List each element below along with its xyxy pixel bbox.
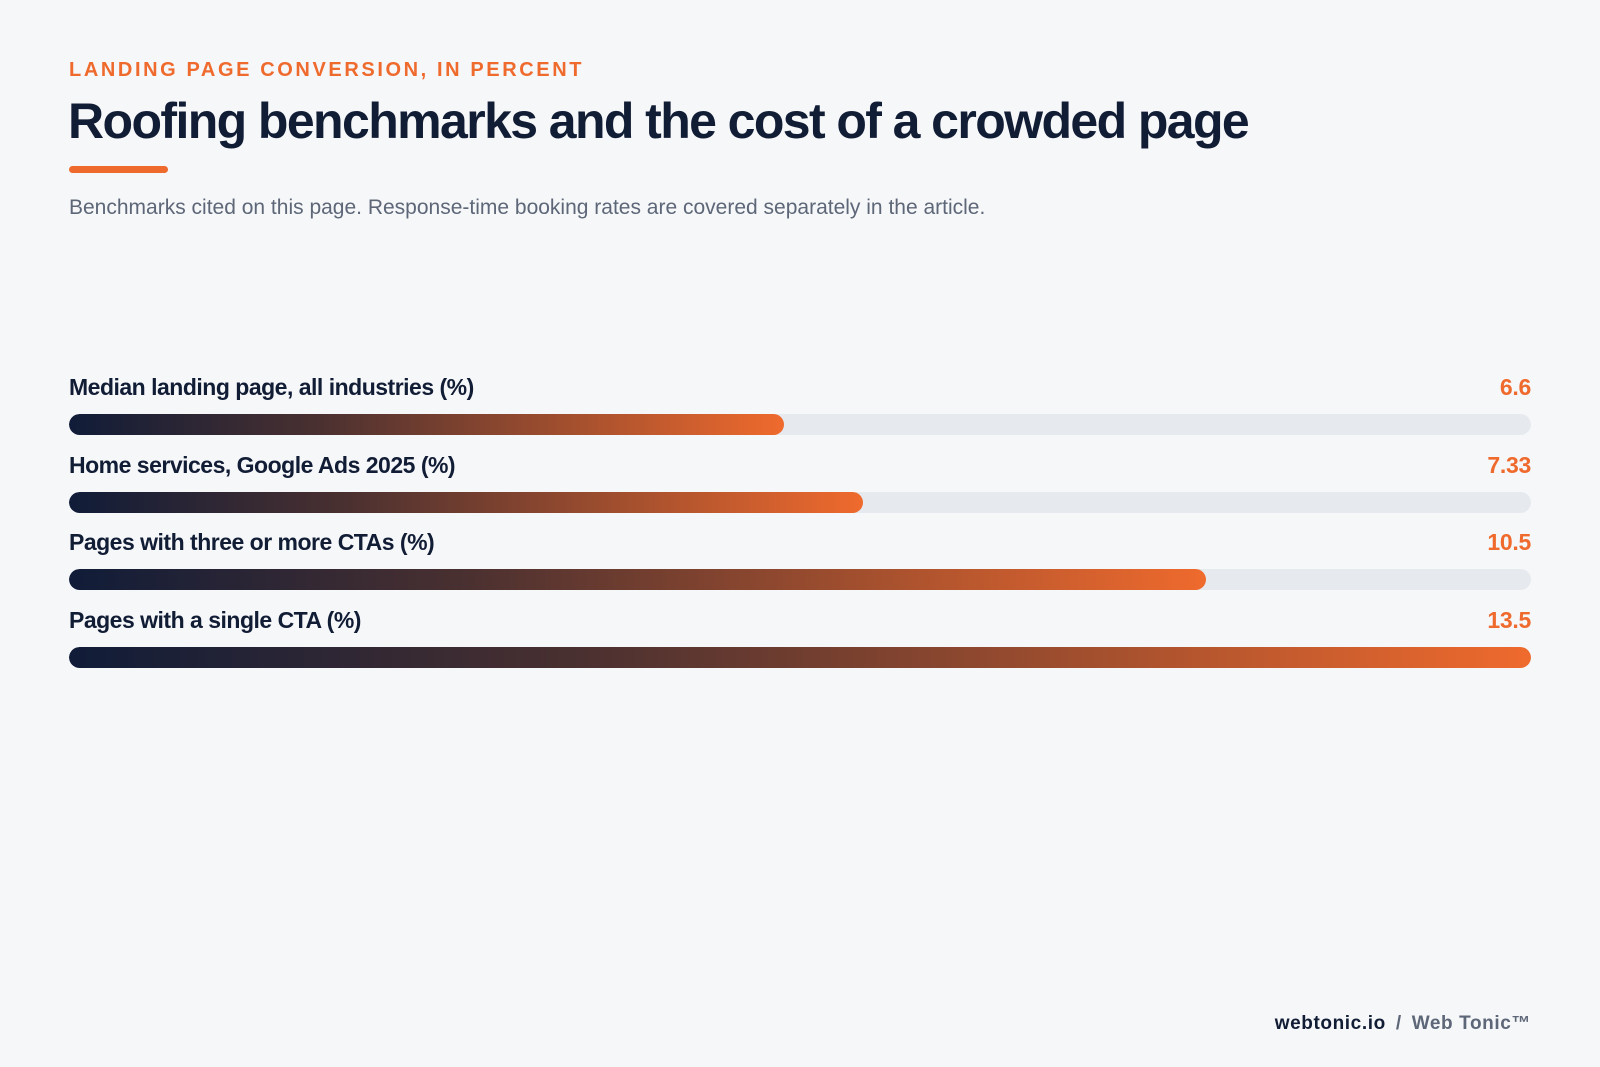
footer-credit: webtonic.io / Web Tonic™	[1275, 1013, 1531, 1035]
bar-value-label: 7.33	[1487, 451, 1531, 478]
bar-label: Median landing page, all industries (%)	[69, 374, 474, 400]
bar-track	[69, 414, 1531, 435]
bar-track	[69, 491, 1531, 513]
bar-label: Pages with three or more CTAs (%)	[69, 529, 435, 555]
chart-title: Roofing benchmarks and the cost of a cro…	[68, 93, 1250, 149]
bar-label: Home services, Google Ads 2025 (%)	[69, 451, 456, 478]
bar-track	[69, 569, 1531, 590]
bar-label: Pages with a single CTA (%)	[69, 606, 361, 633]
title-accent-rule	[69, 166, 168, 173]
bar-row: Median landing page, all industries (%) 6…	[69, 374, 1531, 452]
bar-fill	[69, 569, 1207, 590]
chart-kicker: LANDING PAGE CONVERSION, IN PERCENT	[69, 59, 585, 81]
bar-fill	[69, 491, 863, 513]
bar-value-label: 6.6	[1499, 374, 1531, 400]
bar-row: Pages with a single CTA (%) 13.5	[69, 607, 1531, 685]
footer-brand: Web Tonic™	[1411, 1013, 1531, 1034]
bar-chart: Median landing page, all industries (%) 6…	[69, 374, 1531, 684]
bar-fill	[69, 414, 784, 435]
bar-value-label: 13.5	[1487, 606, 1531, 633]
footer-separator: /	[1395, 1013, 1402, 1034]
bar-row: Pages with three or more CTAs (%) 10.5	[69, 529, 1531, 607]
chart-subtitle: Benchmarks cited on this page. Response-…	[69, 196, 986, 219]
bar-fill	[69, 646, 1531, 668]
bar-value-label: 10.5	[1487, 529, 1531, 555]
bar-track	[69, 646, 1531, 668]
bar-row: Home services, Google Ads 2025 (%) 7.33	[69, 452, 1531, 530]
footer-domain: webtonic.io	[1274, 1013, 1386, 1034]
